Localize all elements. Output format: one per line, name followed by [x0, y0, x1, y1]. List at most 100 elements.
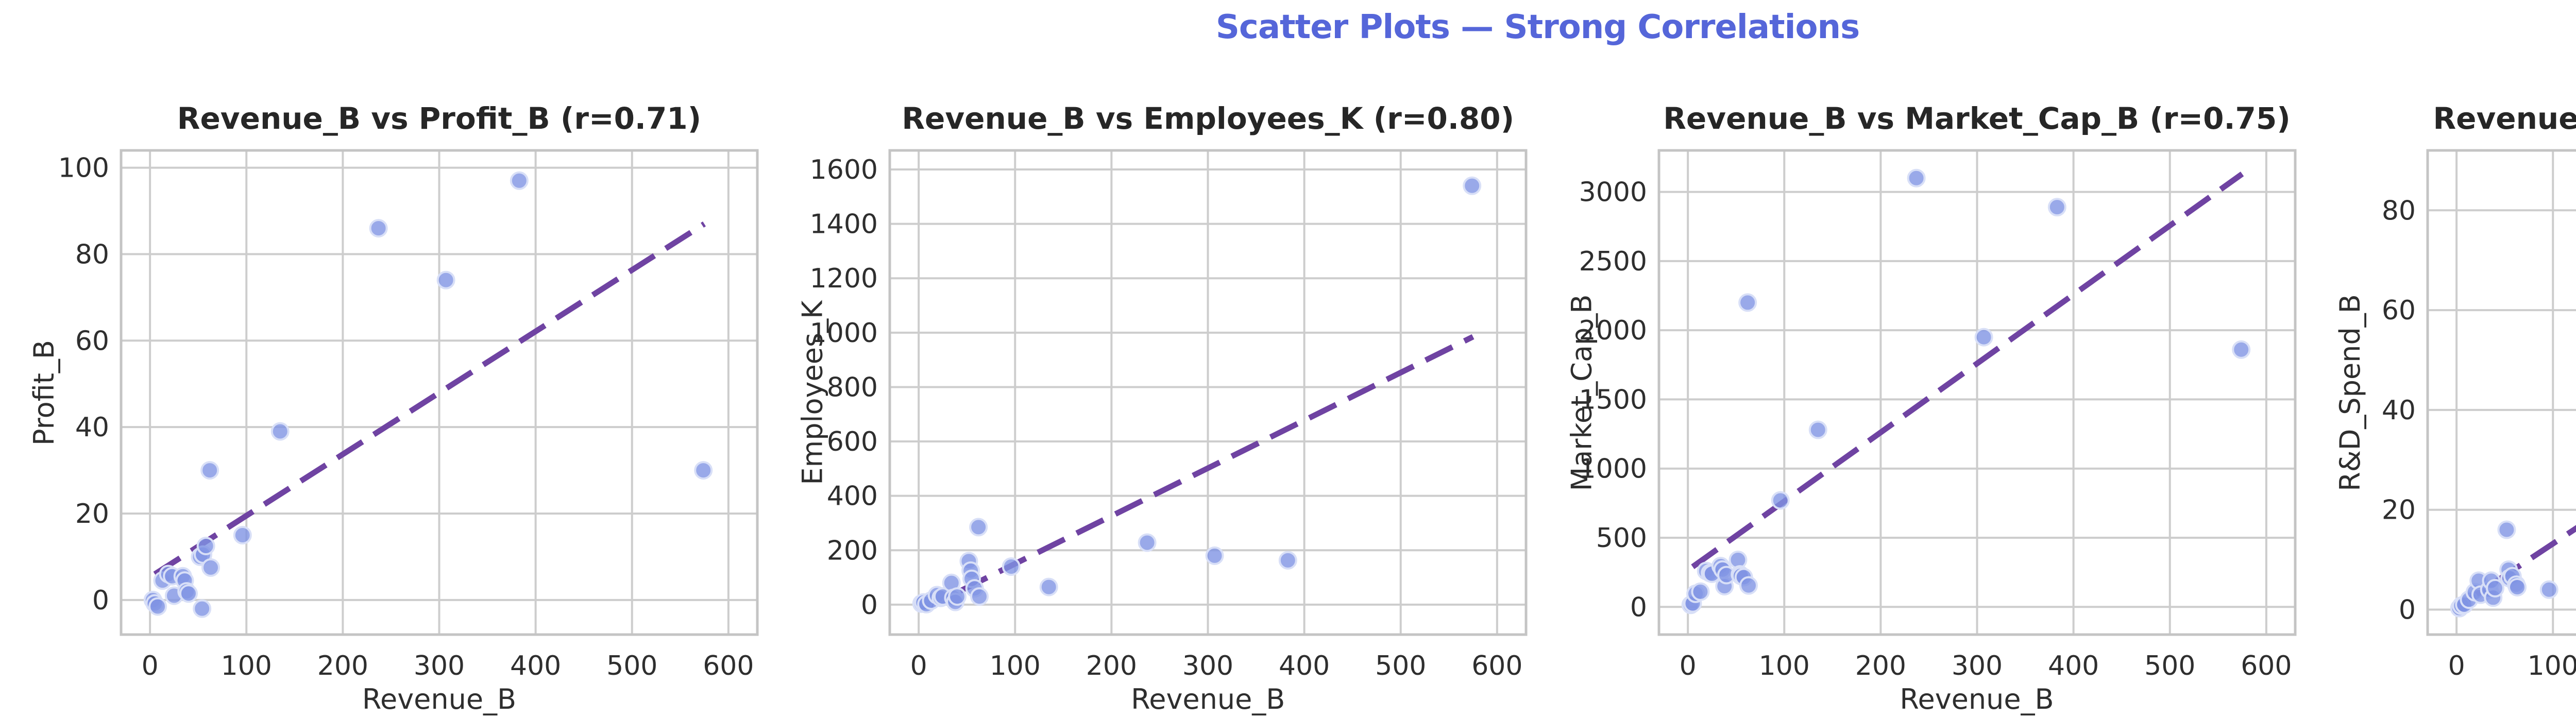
y-tick-label: 0 [92, 585, 109, 616]
x-tick-label: 100 [221, 651, 272, 681]
x-tick-label: 100 [1758, 651, 1809, 681]
data-point [969, 518, 988, 537]
subplot-revenue-vs-employees: 0 100 200 300 400 500 600 0 200 400 600 800 1000 1200… [769, 0, 1537, 717]
x-axis-label: Revenue_B [1900, 683, 2054, 715]
x-axis-label: Revenue_B [362, 683, 517, 715]
y-axis-label-box: Market_Cap_B [1538, 150, 1625, 635]
x-tick-label: 0 [142, 651, 159, 681]
trend-line [2458, 525, 2576, 608]
x-tick-label: 500 [1375, 651, 1426, 681]
subplot-title: Revenue_B vs Market_Cap_B (r=0.75) [1663, 101, 2291, 136]
y-axis-label: Market_Cap_B [1565, 294, 1598, 491]
x-tick-label: 0 [1679, 651, 1696, 681]
data-point [1002, 557, 1021, 576]
data-point [1205, 546, 1224, 565]
y-tick-label: 0 [2399, 595, 2416, 626]
y-tick-label: 2500 [1579, 246, 1647, 277]
x-tick-label: 200 [1855, 651, 1906, 681]
scatter-plot-profit: 0 100 200 300 400 500 600 0 20 40 60 80 100 [58, 149, 759, 681]
y-tick-label: 60 [75, 326, 109, 356]
y-tick-label: 80 [2382, 195, 2416, 226]
data-point [1138, 533, 1157, 552]
data-point [1739, 576, 1758, 595]
x-tick-label: 0 [910, 651, 927, 681]
data-point [510, 171, 529, 190]
data-point [1738, 293, 1757, 312]
y-tick-label: 800 [827, 372, 878, 403]
subplot-revenue-vs-profit: 0 100 200 300 400 500 600 0 20 40 60 80 100 Revenue_… [0, 0, 769, 717]
subplot-title: Revenue_B vs R&D_Spend_B (r=0.94) [2433, 101, 2576, 136]
y-tick-label: 40 [2382, 395, 2416, 426]
x-tick-label: 200 [1086, 651, 1137, 681]
data-point [233, 525, 252, 544]
x-tick-label: 300 [1951, 651, 2002, 681]
subplot-revenue-vs-marketcap: 0 100 200 300 400 500 600 0 500 1000 1500 2000 2500 3… [1538, 0, 2307, 717]
data-point [1463, 176, 1482, 195]
x-tick-label: 0 [2448, 651, 2465, 681]
x-axis-label: Revenue_B [2428, 683, 2576, 715]
y-axis-label: R&D_Spend_B [2334, 294, 2367, 491]
y-tick-label: 1200 [810, 263, 878, 294]
axes-spines [888, 149, 1528, 636]
y-tick-label: 20 [75, 499, 109, 530]
x-tick-label: 400 [1279, 651, 1330, 681]
y-tick-label: 60 [2382, 295, 2416, 326]
x-tick-label: 300 [414, 651, 465, 681]
x-tick-label: 600 [1471, 651, 1522, 681]
y-axis-label-box: R&D_Spend_B [2307, 150, 2394, 635]
y-tick-label: 20 [2382, 495, 2416, 526]
data-point [1907, 168, 1926, 187]
y-tick-label: 500 [1596, 523, 1647, 554]
y-tick-label: 1400 [810, 209, 878, 240]
axes-spines [2426, 149, 2576, 636]
y-tick-label: 0 [1630, 592, 1647, 623]
axes-spines [1657, 149, 2296, 636]
y-axis-label-box: Profit_B [0, 150, 88, 635]
data-point [196, 536, 215, 555]
data-point [200, 461, 219, 480]
data-point [694, 461, 713, 480]
data-point [436, 270, 455, 289]
y-axis-label: Profit_B [27, 339, 60, 446]
data-point [148, 597, 167, 616]
subplot-title: Revenue_B vs Profit_B (r=0.71) [177, 101, 702, 136]
data-point [1771, 491, 1790, 510]
y-tick-label: 2000 [1579, 315, 1647, 346]
y-tick-label: 1000 [810, 318, 878, 349]
x-tick-label: 400 [510, 651, 561, 681]
data-point [2507, 577, 2527, 596]
y-axis-label-box: Employees_K [769, 150, 856, 635]
y-tick-label: 1500 [1579, 384, 1647, 415]
y-tick-label: 0 [861, 590, 878, 621]
x-tick-label: 400 [2047, 651, 2098, 681]
data-point [369, 219, 388, 238]
figure-title: Scatter Plots — Strong Correlations [1215, 8, 1860, 46]
data-point [179, 584, 198, 603]
data-point [2231, 340, 2250, 359]
x-tick-label: 100 [990, 651, 1041, 681]
y-tick-label: 600 [827, 426, 878, 457]
x-tick-label: 500 [606, 651, 657, 681]
y-tick-label: 200 [827, 535, 878, 566]
y-tick-label: 1600 [810, 155, 878, 185]
x-tick-label: 600 [2241, 651, 2292, 681]
scatter-plot-marketcap: 0 100 200 300 400 500 600 0 500 1000 1500 2000 2500 3… [1579, 149, 2296, 681]
x-tick-label: 500 [2144, 651, 2195, 681]
data-point [1279, 551, 1298, 570]
data-point [948, 587, 967, 606]
axes-spines [120, 149, 759, 636]
y-axis-label: Employees_K [796, 300, 829, 485]
y-tick-label: 3000 [1579, 177, 1647, 208]
data-point [1690, 582, 1709, 601]
x-tick-label: 300 [1182, 651, 1233, 681]
data-point [201, 558, 221, 577]
y-tick-label: 80 [75, 239, 109, 270]
data-point [1974, 328, 1993, 347]
data-point [2485, 578, 2504, 598]
data-point [2539, 580, 2558, 599]
x-tick-label: 100 [2527, 651, 2576, 681]
